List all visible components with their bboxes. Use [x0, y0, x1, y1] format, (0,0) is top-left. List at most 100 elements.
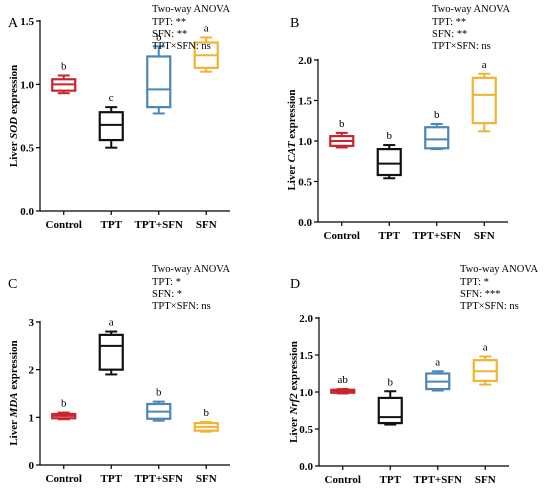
significance-letter: b	[61, 60, 67, 72]
significance-letter: c	[109, 92, 114, 104]
category-label: Control	[46, 473, 82, 485]
box-sfn: b	[193, 407, 219, 433]
anova-line: SFN: *	[152, 289, 182, 300]
box-body	[424, 126, 450, 150]
anova-line: Two-way ANOVA	[152, 264, 231, 275]
category-label: SFN	[196, 473, 217, 485]
category-label: Control	[325, 474, 361, 486]
anova-line: TPT×SFN: ns	[152, 301, 211, 312]
anova-line: TPT×SFN: ns	[460, 301, 519, 312]
significance-letter: b	[61, 398, 67, 410]
box-body	[146, 55, 172, 109]
panel-letter: D	[290, 277, 300, 292]
box-body	[376, 148, 402, 177]
significance-letter: b	[387, 130, 393, 142]
panel-b: B 0.0 0.5 1.0 1.5 2.0 Liver CAT expression b Con…	[286, 4, 511, 242]
y-axis-label: Liver SOD expression	[8, 65, 20, 167]
box-sfn: a	[472, 341, 498, 386]
category-label: SFN	[474, 230, 495, 242]
y-axis-label: Liver Nrf2 expression	[288, 341, 300, 443]
anova-line: TPT×SFN: ns	[152, 41, 211, 52]
y-tick-label: 1.5	[20, 16, 34, 28]
significance-letter: b	[434, 109, 440, 121]
category-label: TPT	[379, 230, 401, 242]
anova-line: SFN: **	[432, 29, 467, 40]
box-control: b	[51, 60, 77, 95]
significance-letter: a	[204, 22, 209, 34]
y-tick-label: 0.0	[298, 217, 312, 229]
box-tpt-sfn: a	[425, 356, 451, 392]
box-tpt: b	[377, 376, 403, 426]
y-tick-label: 1.5	[299, 350, 313, 362]
significance-letter: b	[156, 387, 162, 399]
significance-letter: b	[204, 407, 210, 419]
category-label: TPT	[101, 219, 123, 231]
anova-line: Two-way ANOVA	[460, 264, 539, 275]
significance-letter: a	[483, 341, 488, 353]
box-body	[377, 396, 403, 425]
y-tick-label: 2.0	[299, 313, 313, 325]
panel-a: A 0.0 0.5 1.0 1.5 Liver SOD expression b Contro…	[8, 4, 231, 231]
box-tpt: a	[98, 317, 124, 376]
box-sfn: a	[471, 59, 497, 133]
anova-line: SFN: ***	[460, 289, 501, 300]
significance-letter: b	[156, 31, 162, 43]
category-label: SFN	[475, 474, 496, 486]
significance-letter: a	[435, 356, 440, 368]
anova-line: TPT: *	[460, 277, 489, 288]
box-tpt: b	[376, 130, 402, 180]
category-label: TPT	[101, 473, 123, 485]
box-body	[471, 76, 497, 125]
y-tick-label: 0.5	[20, 143, 34, 155]
panel-letter: C	[8, 277, 17, 292]
box-body	[98, 333, 124, 371]
y-tick-label: 1.0	[299, 387, 313, 399]
y-tick-label: 0.0	[20, 206, 34, 218]
significance-letter: ab	[338, 374, 349, 386]
y-tick-label: 2	[29, 365, 35, 377]
category-label: TPT+SFN	[135, 473, 183, 485]
panel-letter: A	[8, 16, 19, 31]
category-label: Control	[46, 219, 82, 231]
box-sfn: a	[193, 22, 219, 73]
box-tpt-sfn: b	[146, 31, 172, 115]
anova-line: SFN: **	[152, 29, 187, 40]
panel-c: C 0 1 2 3 Liver MDA expression b Control a TPT b TP…	[8, 264, 231, 485]
category-label: SFN	[196, 219, 217, 231]
panel-letter: B	[290, 16, 299, 31]
box-tpt-sfn: b	[146, 387, 172, 422]
y-tick-label: 1.0	[298, 136, 312, 148]
y-tick-label: 1.0	[20, 79, 34, 91]
y-tick-label: 2.0	[298, 55, 312, 67]
anova-line: Two-way ANOVA	[152, 4, 231, 15]
box-control: b	[51, 398, 77, 421]
anova-line: TPT: **	[152, 17, 186, 28]
anova-line: Two-way ANOVA	[432, 4, 511, 15]
y-tick-label: 0	[29, 460, 35, 472]
category-label: TPT	[380, 474, 402, 486]
y-tick-label: 1	[29, 412, 35, 424]
significance-letter: a	[482, 59, 487, 71]
anova-line: TPT×SFN: ns	[432, 41, 491, 52]
category-label: Control	[324, 230, 360, 242]
y-axis-label: Liver MDA expression	[8, 340, 20, 445]
category-label: TPT+SFN	[135, 219, 183, 231]
y-tick-label: 0.5	[298, 177, 312, 189]
box-body	[98, 111, 124, 142]
box-control: ab	[330, 374, 356, 395]
category-label: TPT+SFN	[414, 474, 462, 486]
box-control: b	[329, 118, 355, 149]
anova-line: TPT: **	[432, 17, 466, 28]
y-axis-label: Liver CAT expression	[286, 89, 298, 190]
anova-line: TPT: *	[152, 277, 181, 288]
box-tpt: c	[98, 92, 124, 149]
significance-letter: b	[388, 376, 394, 388]
significance-letter: a	[109, 317, 114, 329]
y-tick-label: 1.5	[298, 96, 312, 108]
y-tick-label: 3	[29, 317, 35, 329]
category-label: TPT+SFN	[413, 230, 461, 242]
y-tick-label: 0.0	[299, 461, 313, 473]
y-tick-label: 0.5	[299, 424, 313, 436]
